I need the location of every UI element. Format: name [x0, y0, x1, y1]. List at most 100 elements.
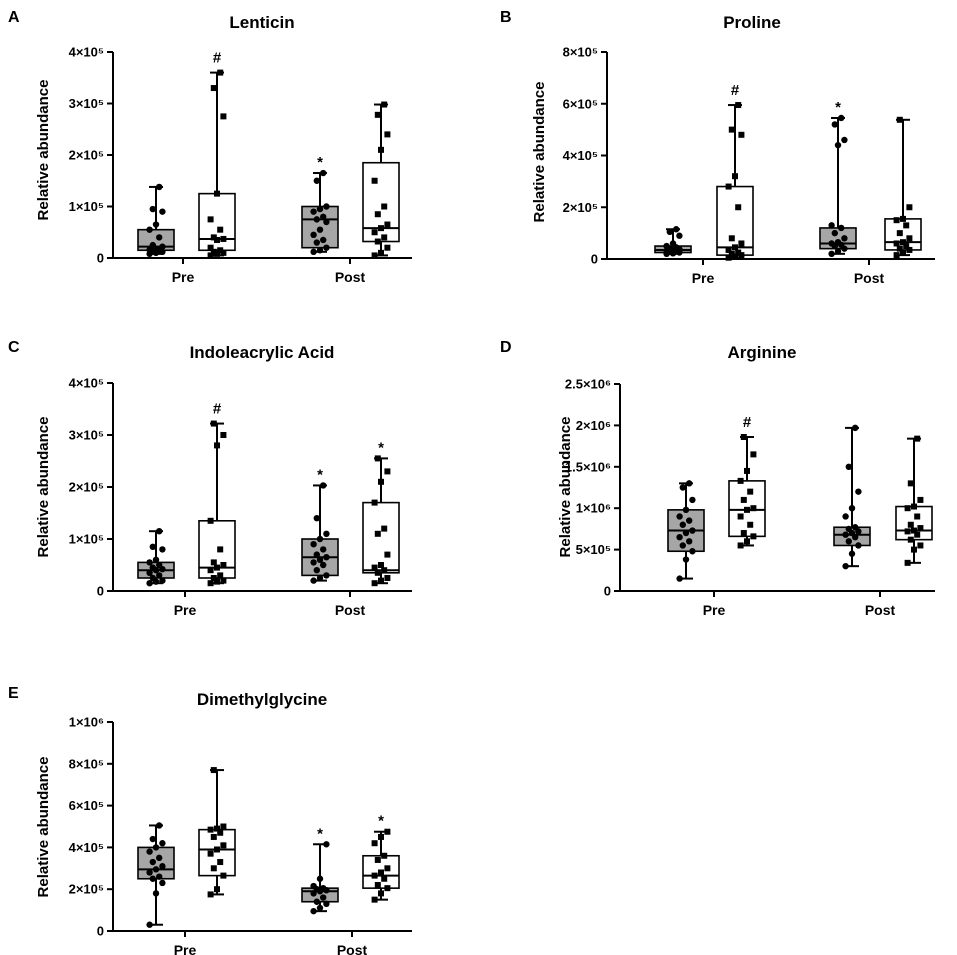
data-point — [682, 529, 690, 537]
data-point — [834, 238, 842, 246]
y-tick-label: 0 — [97, 584, 104, 599]
data-point — [737, 542, 744, 549]
data-point — [828, 240, 835, 247]
data-point — [828, 222, 835, 229]
y-tick-label: 6×10⁵ — [69, 798, 104, 813]
data-point — [214, 236, 220, 243]
box-2 — [833, 424, 871, 570]
panel-letter: E — [8, 685, 19, 702]
data-point — [214, 564, 220, 571]
box-1: # — [198, 50, 236, 259]
data-point — [679, 484, 686, 491]
y-tick-label: 2.5×10⁶ — [565, 377, 611, 392]
significance-hash: # — [213, 50, 222, 67]
data-point — [676, 575, 683, 582]
data-point — [374, 455, 381, 462]
data-point — [323, 203, 330, 210]
data-point — [838, 224, 845, 232]
data-point — [371, 252, 378, 259]
panel-a: A Lenticin Relative abundance 0 1×10⁵ 2×10⁵ 3×… — [8, 9, 412, 285]
data-point — [149, 564, 156, 571]
data-point — [374, 569, 381, 576]
data-point — [159, 208, 166, 215]
data-point — [146, 226, 153, 233]
y-tick-label: 4×10⁵ — [69, 376, 104, 391]
y-axis-title: Relative abundance — [35, 757, 52, 898]
data-point — [378, 249, 384, 256]
data-point — [750, 533, 757, 540]
box-2: * — [301, 154, 339, 256]
data-point — [371, 499, 378, 506]
data-point — [845, 538, 852, 545]
x-category-label: Post — [335, 269, 366, 285]
data-point — [914, 531, 921, 538]
box-1: # — [728, 414, 766, 549]
data-point — [323, 218, 330, 226]
data-point — [848, 505, 856, 512]
data-point — [210, 85, 217, 92]
data-point — [371, 896, 378, 903]
data-point — [210, 833, 217, 840]
data-point — [852, 524, 859, 531]
data-point — [666, 228, 673, 236]
data-point — [310, 882, 317, 890]
data-point — [320, 894, 327, 901]
panel-c: C Indoleacrylic Acid Relative abundance 0 1×… — [8, 339, 412, 618]
y-tick-label: 2×10⁵ — [563, 200, 598, 215]
data-point — [907, 521, 914, 528]
box-0 — [137, 528, 175, 587]
y-tick-label: 2×10⁶ — [576, 418, 611, 433]
data-point — [210, 248, 217, 255]
y-tick-label: 1.5×10⁶ — [565, 459, 611, 474]
significance-star: * — [317, 825, 323, 842]
data-point — [146, 580, 153, 587]
data-point — [159, 546, 166, 553]
data-point — [725, 254, 732, 261]
data-point — [217, 69, 224, 76]
data-point — [159, 840, 166, 847]
data-point — [207, 252, 214, 259]
data-point — [210, 575, 217, 581]
data-point — [371, 580, 378, 587]
data-point — [313, 515, 320, 522]
box-1: # — [198, 401, 236, 587]
data-point — [220, 562, 227, 568]
data-point — [374, 530, 381, 537]
data-point — [907, 536, 914, 543]
box-3 — [362, 101, 400, 259]
data-point — [149, 205, 156, 213]
data-point — [682, 556, 690, 563]
data-point — [217, 829, 224, 836]
data-point — [210, 420, 217, 427]
data-point — [152, 890, 160, 897]
data-point — [907, 480, 914, 487]
data-point — [316, 875, 324, 882]
data-point — [220, 823, 227, 830]
data-point — [214, 250, 220, 257]
data-point — [855, 542, 862, 549]
data-point — [374, 882, 381, 889]
data-point — [744, 467, 750, 474]
box-3 — [884, 116, 922, 259]
data-point — [728, 126, 735, 133]
data-point — [841, 136, 848, 144]
box-0 — [667, 480, 705, 582]
data-point — [316, 556, 324, 563]
data-point — [676, 533, 683, 541]
panel-e: E Dimethylglycine Relative abundance 0 2×10⁵… — [8, 685, 412, 955]
data-point — [217, 572, 224, 579]
data-point — [310, 231, 317, 239]
data-point — [316, 535, 324, 543]
y-tick-label: 3×10⁵ — [69, 428, 104, 443]
data-point — [374, 238, 381, 245]
data-point — [156, 234, 163, 241]
data-point — [842, 531, 849, 538]
data-point — [384, 828, 391, 835]
box-3 — [895, 435, 933, 566]
y-tick-label: 0 — [97, 251, 104, 266]
data-point — [904, 559, 911, 566]
data-point — [750, 505, 757, 512]
data-point — [210, 767, 217, 774]
data-point — [744, 538, 750, 545]
data-point — [310, 248, 317, 256]
